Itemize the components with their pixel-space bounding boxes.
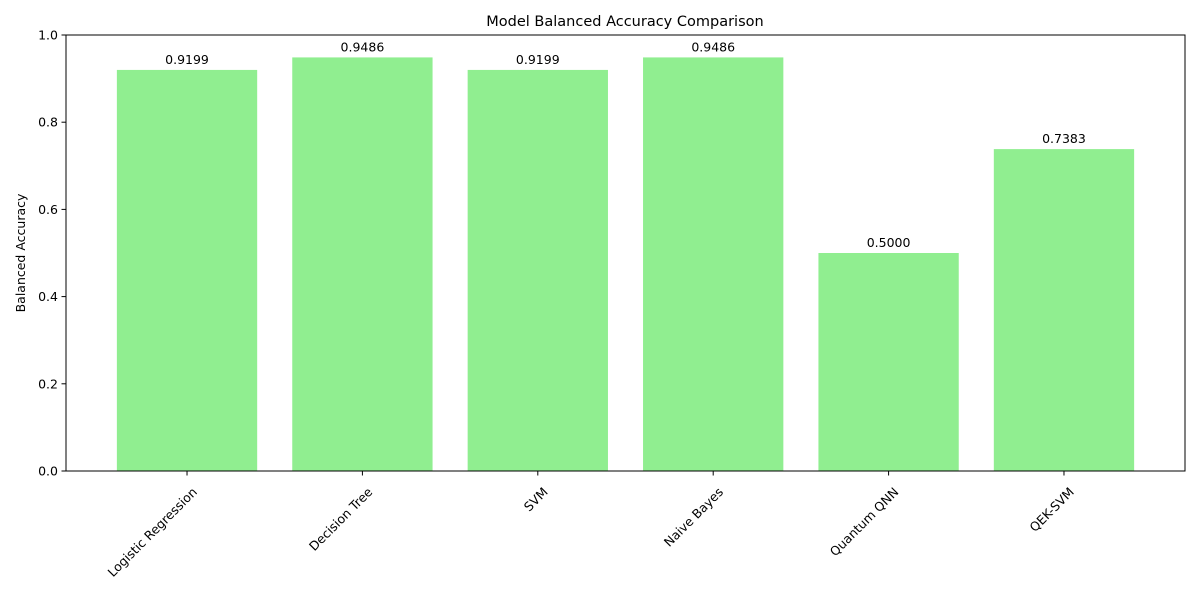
bar-value-label: 0.9486 xyxy=(691,39,735,54)
y-tick-label: 0.2 xyxy=(38,376,58,391)
y-tick-label: 0.6 xyxy=(38,202,58,217)
plot-frame xyxy=(65,34,1186,472)
x-tick-label: Quantum QNN xyxy=(827,484,902,559)
bar-value-label: 0.9199 xyxy=(165,52,209,67)
bar-value-label: 0.9199 xyxy=(516,52,560,67)
y-axis: 0.0 0.2 0.4 0.6 0.8 1.0 xyxy=(38,28,66,479)
y-tick-label: 1.0 xyxy=(38,28,58,43)
x-axis: Logistic Regression Decision Tree SVM Naive… xyxy=(105,471,1077,580)
bar-value-label: 0.9486 xyxy=(341,39,385,54)
y-tick-label: 0.8 xyxy=(38,115,58,130)
x-tick-label: Naive Bayes xyxy=(661,484,726,549)
x-tick-label: SVM xyxy=(521,484,551,514)
bar xyxy=(993,149,1135,471)
bar xyxy=(467,69,608,472)
bar xyxy=(116,69,258,472)
bars-layer xyxy=(116,57,1135,472)
y-tick-label: 0.0 xyxy=(38,464,58,479)
chart-title: Model Balanced Accuracy Comparison xyxy=(486,14,763,30)
y-axis-label: Balanced Accuracy xyxy=(13,193,28,312)
bar xyxy=(643,57,784,471)
x-tick-label: Logistic Regression xyxy=(105,484,200,579)
y-tick-label: 0.4 xyxy=(38,289,58,304)
bar xyxy=(292,57,433,471)
x-tick-label: Decision Tree xyxy=(306,484,376,554)
bar xyxy=(818,253,959,471)
bar-value-label: 0.5000 xyxy=(867,235,911,250)
bar-value-label: 0.7383 xyxy=(1042,131,1086,146)
x-tick-label: QEK-SVM xyxy=(1026,484,1076,534)
value-labels-layer: 0.9199 0.9486 0.9199 0.9486 0.5000 0.7383 xyxy=(165,39,1086,250)
